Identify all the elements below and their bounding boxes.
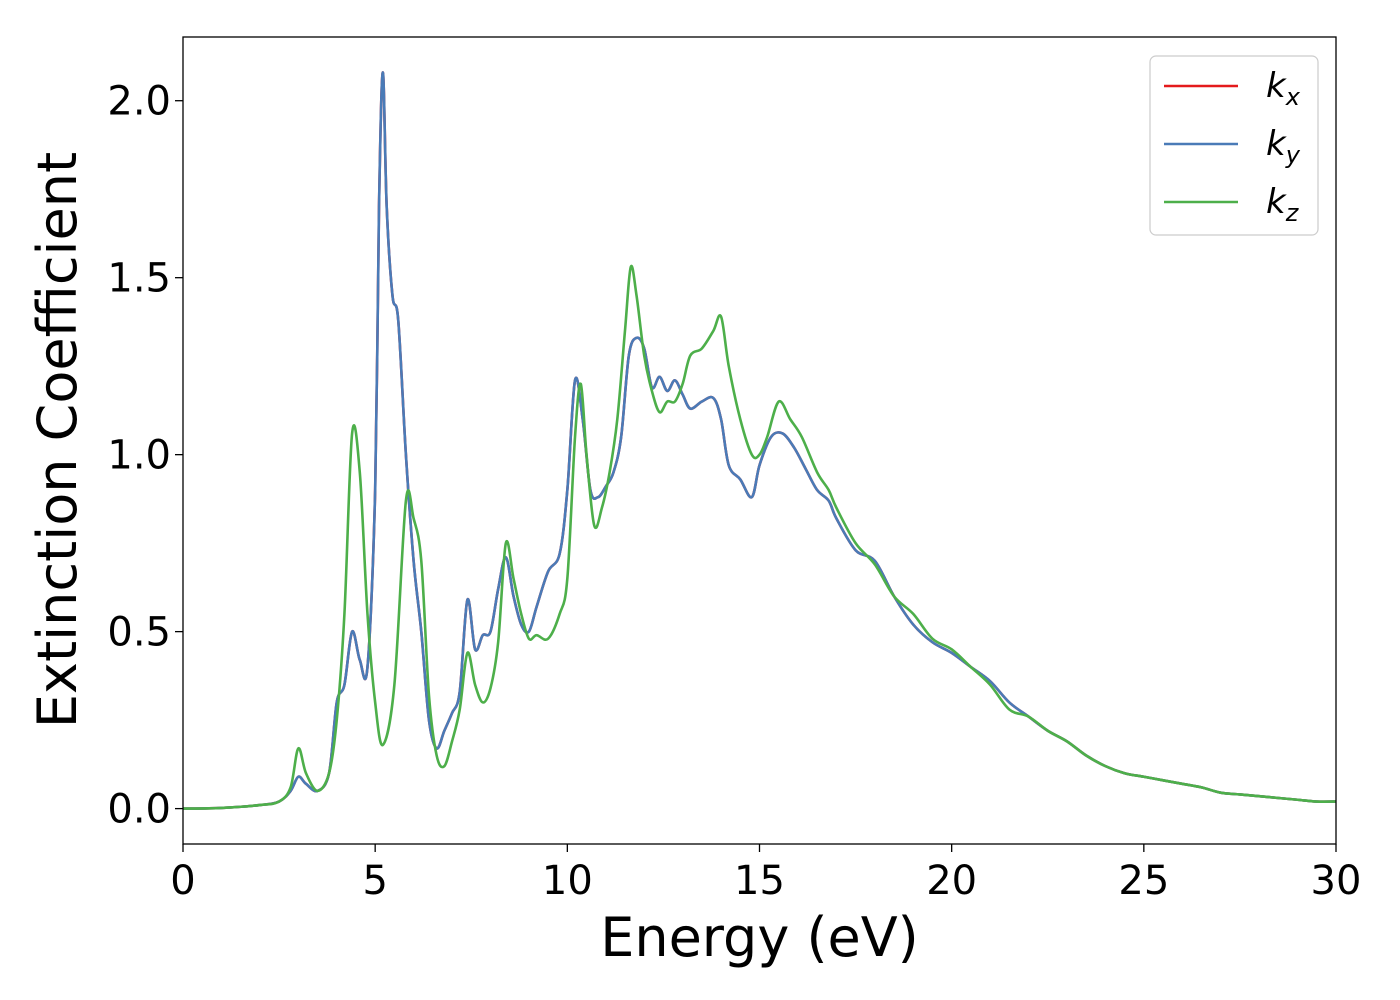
x-tick-label: 20 [926,858,977,904]
y-tick-label: 1.0 [107,433,171,479]
x-tick-label: 10 [542,858,593,904]
x-axis-title: Energy (eV) [600,906,919,969]
y-tick-label: 0.5 [107,610,171,656]
y-tick-label: 2.0 [107,79,171,125]
x-axis: 0 5 10 15 20 25 30 [170,844,1361,904]
x-tick-label: 15 [734,858,785,904]
series-line-y [183,71,1336,810]
x-tick-label: 25 [1118,858,1169,904]
legend-label-x: kx [1266,66,1301,111]
series-line-z [183,264,1336,810]
x-tick-label: 5 [362,858,387,904]
y-axis: 0.0 0.5 1.0 1.5 2.0 [107,79,183,833]
x-tick-label: 30 [1311,858,1362,904]
x-tick-label: 0 [170,858,195,904]
legend-frame [1149,55,1319,236]
legend-label-y: ky [1266,124,1301,169]
legend: kx ky kz [1149,55,1319,236]
series-layer [183,71,1336,810]
y-tick-label: 1.5 [107,256,171,302]
y-axis-title: Extinction Coefficient [26,152,89,728]
legend-label-z: kz [1266,182,1300,227]
y-tick-label: 0.0 [107,787,171,833]
